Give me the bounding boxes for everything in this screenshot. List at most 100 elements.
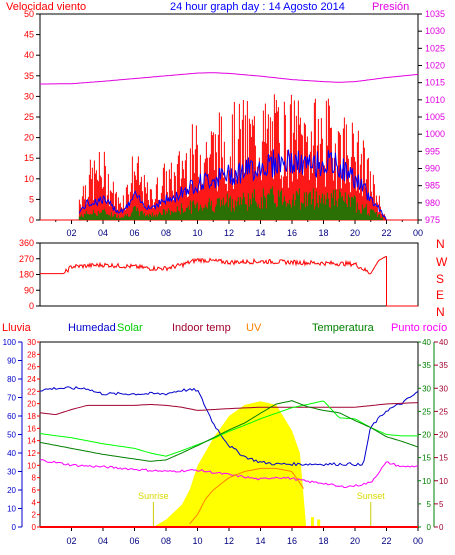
temp-x-tick-label: 16 <box>287 536 297 546</box>
series-line-punto-roc-o <box>39 459 419 488</box>
rain-label: Lluvia <box>2 322 32 334</box>
rain-y-tick-label: 26 <box>27 363 36 372</box>
series-line-temperatura <box>39 400 419 462</box>
dew-y-tick-label: 0 <box>439 523 444 532</box>
temp-x-tick-label: 20 <box>350 536 360 546</box>
chart-title: 24 hour graph day : 14 Agosto 2014 <box>170 1 345 13</box>
wind-speed-label: Velocidad viento <box>6 1 86 13</box>
temp-y-tick-label: 0 <box>427 523 432 532</box>
dew-y-tick-label: 25 <box>439 407 448 416</box>
temp-y-tick-label: 10 <box>422 477 431 486</box>
sunrise-label: Sunrise <box>138 491 169 501</box>
temp-x-tick-label: 12 <box>224 536 234 546</box>
temp-x-tick-label: 00 <box>413 536 423 546</box>
indoor-temp-label: Indoor temp <box>172 322 231 334</box>
dew-y-tick-label: 40 <box>439 338 448 347</box>
wind-y-tick-label: 45 <box>24 30 34 40</box>
humidity-y-tick-label: 0 <box>12 523 17 532</box>
pressure-y-tick-label: 1020 <box>425 61 445 71</box>
humidity-y-tick-label: 80 <box>7 375 16 384</box>
dew-y-tick-label: 35 <box>439 361 448 370</box>
wind-x-tick-label: 02 <box>66 228 76 238</box>
rain-y-tick-label: 18 <box>27 412 36 421</box>
wind-y-tick-label: 30 <box>24 91 34 101</box>
temp-y-tick-label: 40 <box>422 338 431 347</box>
rain-y-tick-label: 4 <box>32 498 37 507</box>
temp-y-tick-label: 15 <box>422 454 431 463</box>
dew-point-label: Punto rocío <box>391 322 447 334</box>
direction-letters: N W S E N <box>436 237 448 319</box>
humidity-label: Humedad <box>68 322 116 334</box>
wind-x-tick-label: 08 <box>161 228 171 238</box>
series-line-indoor-temp <box>39 402 419 416</box>
direction-y-tick-label: 90 <box>24 285 34 295</box>
temp-y-tick-label: 30 <box>422 384 431 393</box>
direction-plot: 0 90 180 270 360 <box>19 238 418 311</box>
humidity-y-tick-label: 100 <box>3 338 17 347</box>
rain-y-tick-label: 8 <box>32 474 37 483</box>
wind-x-tick-label: 22 <box>381 228 391 238</box>
uv-label: UV <box>246 322 262 334</box>
wind-x-tick-label: 00 <box>413 228 423 238</box>
temp-y-tick-label: 35 <box>422 361 431 370</box>
direction-panel-frame <box>39 242 419 307</box>
temp-panel-legend: Lluvia Humedad Solar Indoor temp UV Temp… <box>2 322 447 334</box>
pressure-y-tick-label: 1025 <box>425 43 445 53</box>
wind-y-tick-label: 15 <box>24 153 34 163</box>
direction-letter-w: W <box>436 255 448 269</box>
wind-x-tick-label: 12 <box>224 228 234 238</box>
pressure-y-tick-label: 1035 <box>425 9 445 19</box>
rain-y-tick-label: 28 <box>27 350 36 359</box>
dew-y-tick-label: 20 <box>439 431 448 440</box>
dew-y-tick-label: 15 <box>439 454 448 463</box>
temperature-plot: 0102030405060708090100024681012141618202… <box>3 338 449 546</box>
wind-plot: 0510152025303540455097598098599099510001… <box>24 9 445 238</box>
direction-letter-s: S <box>436 272 444 286</box>
direction-y-tick-label: 270 <box>19 254 34 264</box>
direction-letter-n-top: N <box>436 237 445 251</box>
pressure-y-tick-label: 1030 <box>425 26 445 36</box>
wind-x-tick-label: 10 <box>192 228 202 238</box>
pressure-y-tick-label: 985 <box>425 181 440 191</box>
direction-y-tick-label: 0 <box>29 301 34 311</box>
humidity-y-tick-label: 40 <box>7 449 16 458</box>
solar-label: Solar <box>117 322 143 334</box>
direction-y-tick-label: 180 <box>19 270 34 280</box>
wind-x-tick-label: 04 <box>98 228 108 238</box>
pressure-y-tick-label: 1015 <box>425 78 445 88</box>
rain-y-tick-label: 14 <box>27 437 36 446</box>
humidity-y-tick-label: 60 <box>7 412 16 421</box>
wind-y-tick-label: 10 <box>24 174 34 184</box>
rain-y-tick-label: 12 <box>27 449 36 458</box>
rain-y-tick-label: 2 <box>32 511 37 520</box>
rain-y-tick-label: 16 <box>27 424 36 433</box>
pressure-y-tick-label: 1000 <box>425 129 445 139</box>
pressure-y-tick-label: 1010 <box>425 95 445 105</box>
series-line-uv <box>189 467 305 525</box>
pressure-y-tick-label: 980 <box>425 198 440 208</box>
temperature-label: Temperatura <box>312 322 375 334</box>
solar-tail-bar <box>317 519 321 527</box>
temp-y-tick-label: 5 <box>427 500 432 509</box>
wind-x-tick-label: 20 <box>350 228 360 238</box>
pressure-line <box>40 72 419 85</box>
series-line-humedad <box>40 386 419 467</box>
wind-x-tick-label: 18 <box>318 228 328 238</box>
solar-radiation-area <box>153 401 307 527</box>
humidity-y-tick-label: 30 <box>7 468 16 477</box>
dew-y-tick-label: 30 <box>439 384 448 393</box>
pressure-y-tick-label: 1005 <box>425 112 445 122</box>
rain-y-tick-label: 10 <box>27 461 36 470</box>
rain-y-tick-label: 24 <box>27 375 36 384</box>
direction-letter-n-bottom: N <box>436 305 445 319</box>
rain-y-tick-label: 6 <box>32 486 37 495</box>
direction-line <box>40 255 387 275</box>
humidity-y-tick-label: 10 <box>7 505 16 514</box>
humidity-y-tick-label: 20 <box>7 486 16 495</box>
rain-y-tick-label: 22 <box>27 387 36 396</box>
direction-y-tick-label: 360 <box>19 238 34 248</box>
wind-average-line <box>78 149 387 221</box>
wind-x-tick-label: 14 <box>255 228 265 238</box>
temp-x-tick-label: 02 <box>66 536 76 546</box>
humidity-y-tick-label: 50 <box>7 431 16 440</box>
